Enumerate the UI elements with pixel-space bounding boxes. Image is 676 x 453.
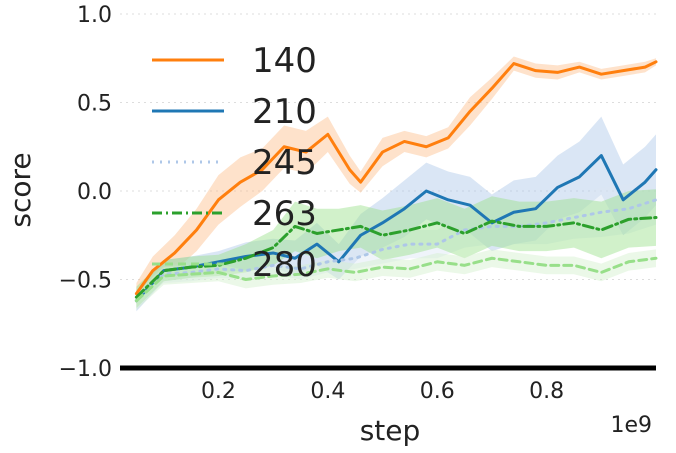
band-245 xyxy=(136,175,657,307)
legend-label-210: 210 xyxy=(252,92,317,132)
legend-label-263: 263 xyxy=(252,194,317,234)
y-tick-label: 0.0 xyxy=(77,180,112,205)
x-tick-label: 0.2 xyxy=(201,379,236,404)
confidence-bands xyxy=(136,56,657,312)
legend: 140 210 245 263 280 xyxy=(152,41,317,285)
x-tick-label: 0.6 xyxy=(420,379,455,404)
legend-label-280: 280 xyxy=(252,245,317,285)
x-tick-label: 0.4 xyxy=(310,379,345,404)
x-axis-label: step xyxy=(360,414,421,447)
y-tick-label: −1.0 xyxy=(59,357,112,382)
legend-label-245: 245 xyxy=(252,143,317,183)
series-line-263 xyxy=(134,216,658,299)
band-280 xyxy=(136,249,657,310)
x-tick-label: 0.8 xyxy=(529,379,564,404)
y-tick-label: 1.0 xyxy=(77,3,112,28)
band-263 xyxy=(136,189,657,308)
y-tick-label: −0.5 xyxy=(59,269,112,294)
y-tick-label: 0.5 xyxy=(77,92,112,117)
series-line-280 xyxy=(134,256,658,303)
x-axis-exponent-label: 1e9 xyxy=(610,413,652,438)
series-line-140 xyxy=(134,60,658,296)
axes: −1.0 −0.5 0.0 0.5 1.0 0.2 0.4 0.6 0.8 xyxy=(59,3,656,404)
y-axis-label: score xyxy=(4,152,37,227)
series-line-245 xyxy=(134,198,658,299)
series-line-210 xyxy=(134,154,658,303)
band-140 xyxy=(136,56,657,305)
series-lines xyxy=(134,60,658,303)
legend-label-140: 140 xyxy=(252,41,317,81)
